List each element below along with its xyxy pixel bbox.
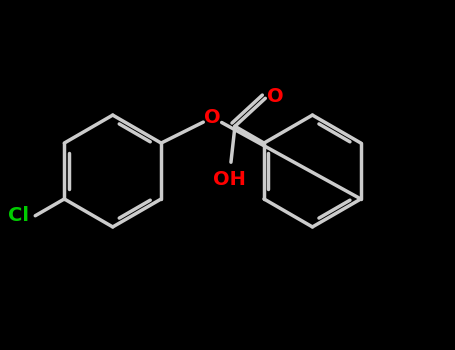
Text: O: O [204,108,221,127]
Text: Cl: Cl [8,206,29,225]
Text: OH: OH [213,170,246,189]
Text: O: O [268,87,284,106]
